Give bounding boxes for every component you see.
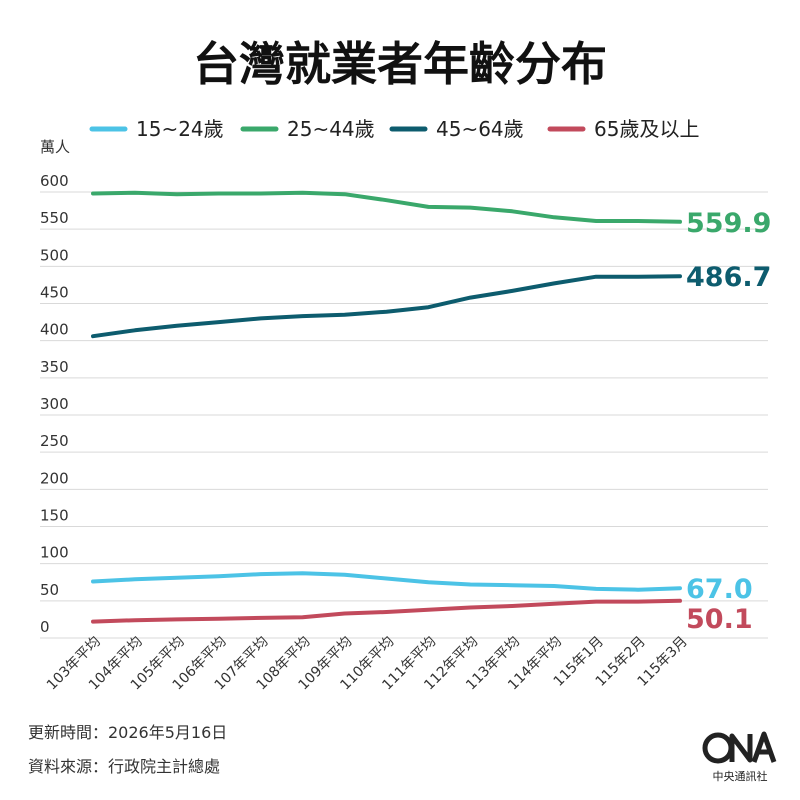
end-value-label: 67.0 <box>686 574 753 605</box>
footer-source: 資料來源：行政院主計總處 <box>28 757 220 776</box>
y-tick-label: 100 <box>40 544 69 562</box>
legend: 15~24歲 25~44歲 45~64歲 65歲及以上 <box>89 117 699 141</box>
end-value-label: 486.7 <box>686 262 771 293</box>
cna-logo-mark <box>702 731 777 764</box>
cna-logo-text: 中央通訊社 <box>713 769 768 783</box>
legend-label: 25~44歲 <box>287 117 375 141</box>
y-tick-label: 300 <box>40 395 69 413</box>
y-axis-unit: 萬人 <box>40 138 70 156</box>
end-value-label: 50.1 <box>686 604 753 635</box>
y-tick-label: 200 <box>40 469 69 487</box>
y-tick-label: 450 <box>40 284 69 302</box>
y-tick-label: 600 <box>40 172 69 190</box>
footer-updated: 更新時間：2026年5月16日 <box>28 723 227 742</box>
legend-label: 65歲及以上 <box>594 117 699 141</box>
cna-logo: 中央通訊社 <box>702 731 777 783</box>
y-axis-ticks: 0 50 100 150 200 250 300 350 400 450 500 550 600 <box>40 172 69 636</box>
series-line <box>91 571 682 592</box>
y-tick-label: 500 <box>40 246 69 264</box>
y-tick-label: 350 <box>40 358 69 376</box>
series-line <box>91 598 682 624</box>
series-line <box>91 190 682 224</box>
y-tick-label: 400 <box>40 321 69 339</box>
series-lines <box>91 190 682 624</box>
legend-label: 45~64歲 <box>436 117 524 141</box>
y-tick-label: 550 <box>40 209 69 227</box>
y-tick-label: 0 <box>40 618 50 636</box>
gridlines <box>40 191 768 639</box>
y-tick-label: 250 <box>40 432 69 450</box>
x-axis-ticks: 103年平均104年平均105年平均106年平均107年平均108年平均109年… <box>44 634 691 694</box>
legend-label: 15~24歲 <box>136 117 224 141</box>
end-labels: 559.9 486.7 67.050.1 <box>686 208 771 635</box>
chart-title: 台灣就業者年齡分布 <box>193 37 607 91</box>
series-line <box>91 274 682 339</box>
y-tick-label: 50 <box>40 581 59 599</box>
y-tick-label: 150 <box>40 507 69 525</box>
end-value-label: 559.9 <box>686 208 771 239</box>
